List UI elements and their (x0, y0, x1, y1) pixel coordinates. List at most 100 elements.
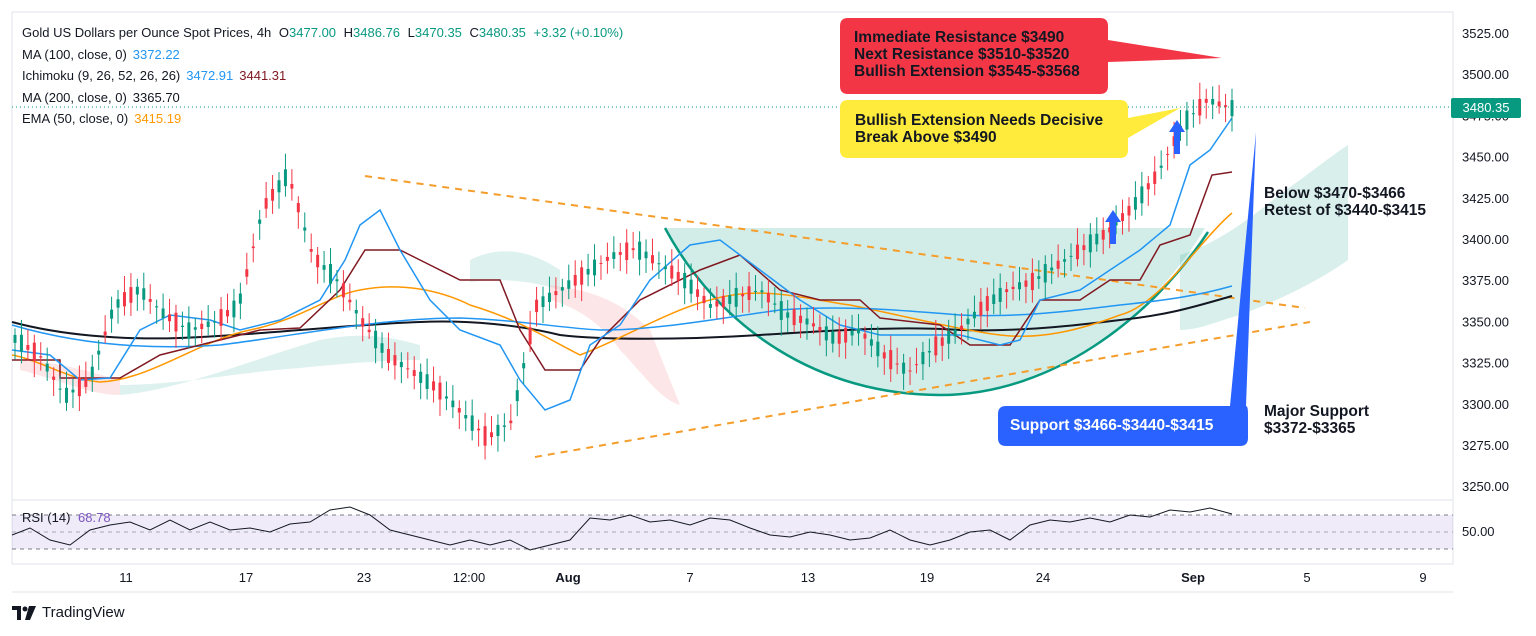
ma200-value: 3365.70 (132, 89, 180, 105)
candle-body (122, 292, 126, 307)
candle-body (335, 279, 339, 282)
candle-body (625, 242, 629, 261)
candle-body (605, 256, 609, 261)
candle-body (39, 356, 43, 358)
legend-ma200[interactable]: MA (200, close, 0) 3365.70 (22, 87, 627, 109)
rsi-value: 68.78 (78, 510, 111, 525)
candle-body (97, 350, 101, 355)
candle-body (290, 183, 294, 189)
candle-body (650, 255, 654, 264)
candle-body (902, 362, 906, 374)
lower-trendline (534, 321, 1311, 458)
candle-body (296, 203, 300, 213)
candle-body (1037, 276, 1041, 279)
candle-body (444, 396, 448, 399)
ma100-line (11, 285, 1233, 348)
tradingview-logo-icon (12, 605, 36, 620)
candle-body (895, 363, 899, 365)
candle-body (1101, 229, 1105, 240)
candle-body (876, 341, 880, 357)
candle-body (58, 388, 62, 390)
bullish-extension-text: Bullish Extension $3545-$3568 (854, 63, 1080, 80)
candle-body (979, 301, 983, 316)
candle-body (187, 322, 191, 339)
candle-body (657, 263, 661, 265)
candle-body (837, 330, 841, 344)
candle-body (528, 327, 532, 345)
rsi-line (11, 506, 1233, 551)
candle-body (419, 371, 423, 383)
candle-body (1095, 233, 1099, 245)
candle-body (811, 323, 815, 327)
candle-body (483, 426, 487, 446)
time-tick-label: 11 (119, 570, 133, 585)
candle-body (850, 330, 854, 336)
candle-body (213, 321, 217, 323)
candle-body (1069, 255, 1073, 257)
candle-body (689, 279, 693, 294)
below-text-line1: Below $3470-$3466 (1264, 185, 1406, 202)
candle-body (992, 294, 996, 304)
candle-body (348, 299, 352, 303)
ma200-label: MA (200, close, 0) (22, 89, 127, 105)
low-label: L (407, 25, 415, 40)
candle-body (721, 295, 725, 308)
rsi-legend[interactable]: RSI (14) 68.78 (22, 510, 111, 525)
candle-body (1011, 286, 1015, 290)
price-axis: 3525.003500.003475.003450.003425.003400.… (1462, 26, 1509, 494)
candle-body (1030, 272, 1034, 291)
open-label: O (278, 25, 290, 40)
close-value: 3480.35 (478, 25, 526, 40)
candle-body (361, 318, 365, 327)
candle-body (135, 286, 139, 295)
candle-body (283, 169, 287, 187)
candle-body (1018, 282, 1022, 290)
candle-body (1050, 267, 1054, 271)
candle-body (148, 298, 152, 302)
candle-body (174, 312, 178, 332)
candle-body (1114, 221, 1118, 226)
candle-body (393, 355, 397, 366)
candle-body (496, 424, 500, 436)
candle-body (329, 264, 333, 284)
resistance-callout-shape (840, 18, 1222, 94)
candle-body (1140, 186, 1144, 204)
below-retest-text: Below $3470-$3466 Retest of $3440-$3415 (1264, 185, 1426, 219)
candle-body (316, 254, 320, 268)
candle-body (940, 337, 944, 346)
bullish-callout-shape (840, 100, 1180, 158)
ichimoku-value-2: 3441.31 (239, 68, 287, 83)
candle-body (71, 389, 75, 393)
major-support-line2: $3372-$3365 (1264, 420, 1356, 437)
candle-body (1082, 245, 1086, 251)
candle-body (754, 290, 758, 292)
candle-body (760, 290, 764, 293)
candle-body (1108, 227, 1112, 233)
legend-ichimoku[interactable]: Ichimoku (9, 26, 52, 26, 26) 3472.91 3441.… (22, 65, 627, 87)
candle-body (477, 428, 481, 431)
candle-body (1088, 234, 1092, 253)
legend-ema50[interactable]: EMA (50, close, 0) 3415.19 (22, 108, 627, 130)
candle-body (631, 248, 635, 251)
tradingview-logo[interactable]: TradingView (12, 604, 125, 621)
time-tick-label: 13 (801, 570, 815, 585)
candle-body (489, 432, 493, 438)
candle-body (13, 334, 17, 343)
candle-body (998, 287, 1002, 302)
candle-body (32, 342, 36, 361)
candle-body (792, 309, 796, 326)
candle-body (799, 315, 803, 323)
candle-body (1063, 259, 1067, 262)
candle-body (432, 381, 436, 391)
rsi-axis-tick: 50.00 (1462, 524, 1495, 539)
candle-body (696, 289, 700, 297)
candle-body (470, 415, 474, 431)
chart-legend: Gold US Dollars per Ounce Spot Prices, 4… (22, 22, 627, 130)
candle-body (593, 259, 597, 276)
time-tick-label: 9 (1419, 570, 1426, 585)
candle-body (618, 251, 622, 255)
candle-body (116, 299, 120, 308)
candle-body (567, 280, 571, 289)
legend-ma100[interactable]: MA (100, close, 0) 3372.22 (22, 44, 627, 66)
